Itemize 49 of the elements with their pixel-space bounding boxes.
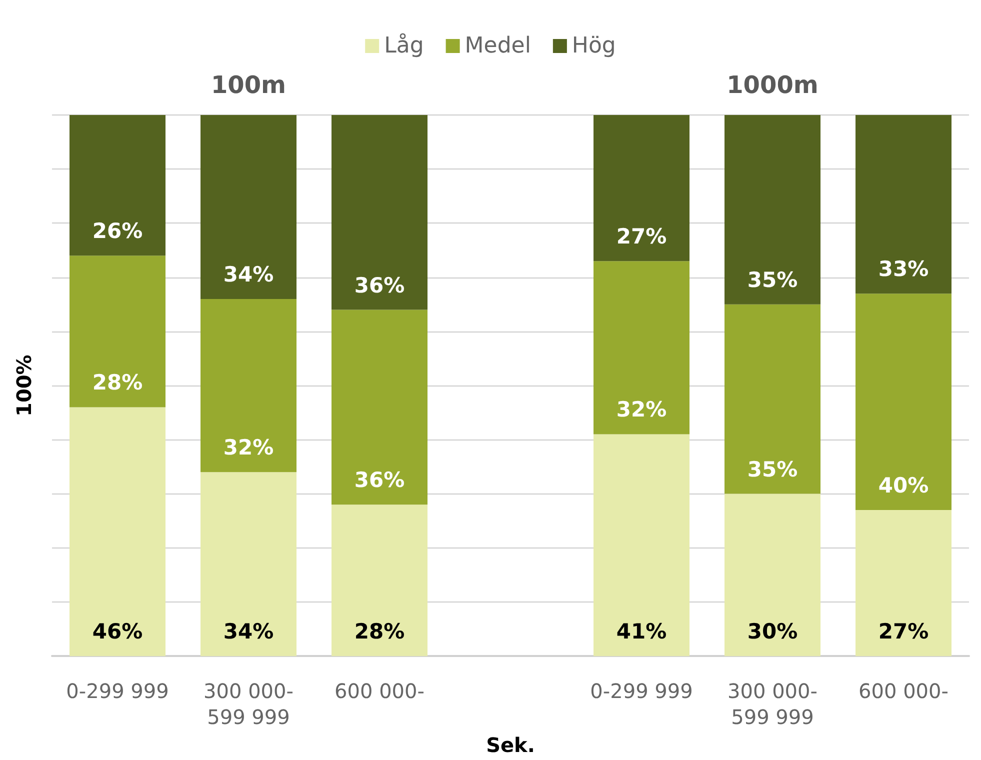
bar	[332, 504, 428, 656]
data-label: 34%	[223, 262, 274, 286]
data-label: 28%	[92, 370, 143, 395]
data-label: 36%	[354, 273, 405, 298]
x-axis-title: Sek.	[486, 733, 535, 757]
legend-label: Låg	[384, 32, 424, 58]
bar	[200, 472, 296, 656]
data-label: 32%	[223, 436, 274, 460]
bar	[594, 261, 690, 434]
x-tick-label: 600 000-	[334, 679, 424, 704]
x-tick-label: 0-299 999	[590, 679, 693, 704]
x-tick-label: 600 000-	[858, 679, 948, 704]
bar	[724, 304, 820, 494]
bar	[856, 510, 952, 656]
text: 1000m	[726, 71, 818, 99]
bar	[200, 298, 296, 472]
data-label: 28%	[354, 620, 405, 644]
bar	[724, 115, 820, 304]
x-tick-label: 300 000-599 999	[728, 679, 818, 730]
data-label: 35%	[747, 268, 798, 292]
data-label: 26%	[92, 219, 143, 244]
bar	[856, 294, 952, 510]
data-label: 34%	[223, 620, 274, 644]
data-label: 46%	[92, 620, 143, 644]
bar	[856, 115, 952, 294]
bar	[70, 407, 166, 656]
legend-label: Medel	[464, 34, 531, 58]
data-label: 40%	[878, 474, 929, 498]
text: 100m	[210, 71, 286, 99]
bar	[200, 115, 296, 299]
bar	[594, 434, 690, 656]
bar	[70, 256, 166, 408]
bar	[70, 115, 166, 256]
y-axis-title: 100%	[12, 354, 36, 416]
x-tick-label: 0-299 999	[66, 679, 169, 704]
data-label: 27%	[616, 224, 667, 249]
x-tick-label: 300 000-599 999	[204, 679, 294, 730]
data-label: 30%	[747, 620, 798, 644]
data-label: 27%	[878, 620, 929, 644]
data-label: 41%	[616, 620, 667, 644]
bar	[332, 310, 428, 505]
bar	[332, 115, 428, 310]
data-label: 32%	[616, 398, 667, 422]
data-label: 36%	[354, 468, 405, 492]
bar	[724, 494, 820, 656]
legend-label: Hög	[572, 34, 616, 58]
data-label: 33%	[878, 257, 929, 282]
data-label: 35%	[747, 457, 798, 482]
bar	[594, 115, 690, 262]
